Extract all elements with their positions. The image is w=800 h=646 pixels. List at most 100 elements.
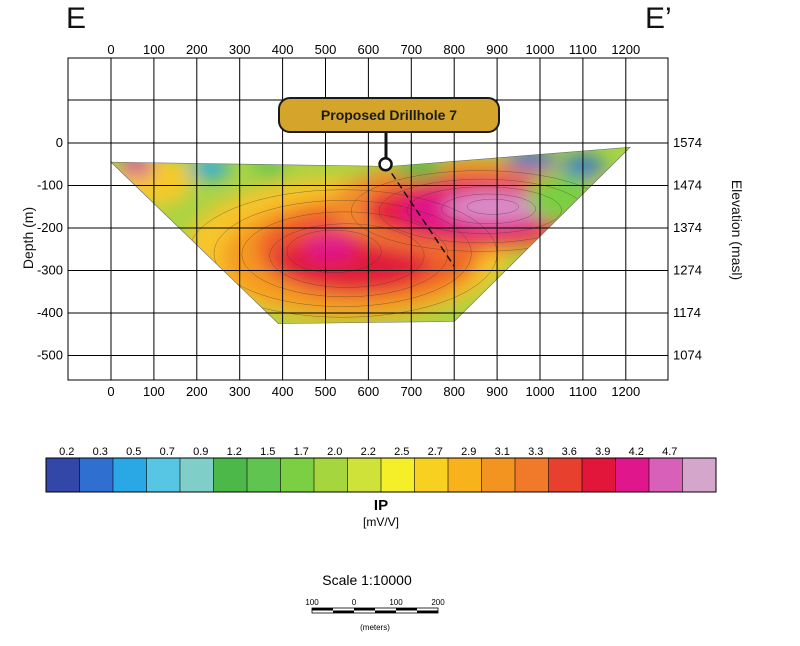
colorbar-swatch bbox=[381, 458, 415, 492]
colorbar-tick-label: 1.5 bbox=[260, 446, 275, 458]
colorbar-tick-label: 2.2 bbox=[361, 446, 376, 458]
x-tick-label-bottom: 900 bbox=[486, 384, 508, 399]
colorbar-tick-label: 3.1 bbox=[495, 446, 510, 458]
x-tick-label-top: 0 bbox=[107, 42, 114, 57]
x-tick-label-top: 100 bbox=[143, 42, 165, 57]
x-tick-label-bottom: 400 bbox=[272, 384, 294, 399]
colorbar-tick-label: 3.3 bbox=[528, 446, 543, 458]
x-tick-label-bottom: 100 bbox=[143, 384, 165, 399]
colorbar-tick-label: 2.9 bbox=[461, 446, 476, 458]
x-tick-label-bottom: 700 bbox=[400, 384, 422, 399]
x-tick-label-top: 600 bbox=[358, 42, 380, 57]
colorbar-swatch bbox=[448, 458, 482, 492]
ip-section-body bbox=[111, 147, 631, 324]
colorbar-tick-label: 0.5 bbox=[126, 446, 141, 458]
section-end-label: E’ bbox=[645, 2, 672, 35]
depth-tick-label: -500 bbox=[37, 348, 63, 363]
scale-tick-label: 100 bbox=[305, 598, 319, 607]
colorbar-tick-label: 4.2 bbox=[629, 446, 644, 458]
depth-axis-label: Depth (m) bbox=[20, 206, 36, 270]
elevation-tick-label: 1374 bbox=[673, 220, 702, 235]
scale-seg bbox=[396, 608, 417, 611]
ip-anomaly-16 bbox=[527, 172, 596, 224]
elevation-tick-label: 1574 bbox=[673, 135, 702, 150]
y-tick-labels: 0 -100 -200 -300 -400 -500 1574 1474 1374 1274 117… bbox=[37, 135, 702, 363]
x-tick-label-bottom: 500 bbox=[315, 384, 337, 399]
contour-7 bbox=[406, 186, 562, 234]
depth-tick-label: -400 bbox=[37, 305, 63, 320]
colorbar-tick-label: 3.6 bbox=[562, 446, 577, 458]
drillhole-collar bbox=[378, 157, 393, 172]
colorbar-tick-labels: 0.2 0.3 0.5 0.7 0.9 1.2 1.5 1.7 2.0 2.2 2.5 2.7 2.9 3… bbox=[59, 446, 677, 458]
x-tick-label-bottom: 0 bbox=[107, 384, 114, 399]
colorbar-tick-label: 2.0 bbox=[327, 446, 342, 458]
colorbar-tick-label: 2.7 bbox=[428, 446, 443, 458]
depth-tick-label: -100 bbox=[37, 178, 63, 193]
colorbar-swatch bbox=[682, 458, 717, 492]
contour-9 bbox=[466, 198, 519, 215]
elevation-tick-label: 1074 bbox=[673, 348, 702, 363]
colorbar-tick-label: 4.7 bbox=[662, 446, 677, 458]
scale-tick-label: 200 bbox=[431, 598, 445, 607]
colorbar-swatch bbox=[113, 458, 147, 492]
scale-seg bbox=[417, 610, 438, 613]
section-start-label: E bbox=[66, 2, 87, 35]
x-tick-label-top: 700 bbox=[400, 42, 422, 57]
colorbar-tick-label: 1.7 bbox=[294, 446, 309, 458]
ip-anomaly-15 bbox=[394, 157, 446, 180]
colorbar-swatch bbox=[314, 458, 348, 492]
x-tick-labels: 0 0 100 100 200 200 300 300 400 400 500 500 600 600 70… bbox=[107, 42, 640, 399]
depth-tick-label: 0 bbox=[56, 135, 63, 150]
colorbar-swatch bbox=[347, 458, 382, 492]
colorbar-swatch bbox=[247, 458, 281, 492]
colorbar-swatch bbox=[481, 458, 516, 492]
x-tick-label-bottom: 1100 bbox=[569, 384, 597, 399]
colorbar-tick-label: 1.2 bbox=[227, 446, 242, 458]
ip-anomaly-fills bbox=[115, 150, 613, 322]
scale-bar bbox=[311, 607, 439, 614]
colorbar-tick-label: 2.5 bbox=[394, 446, 409, 458]
elevation-tick-label: 1174 bbox=[673, 305, 701, 320]
colorbar-swatch bbox=[615, 458, 650, 492]
x-tick-label-top: 900 bbox=[486, 42, 508, 57]
depth-tick-label: -200 bbox=[37, 220, 63, 235]
scale-tick-label: 100 bbox=[389, 598, 403, 607]
colorbar-swatch bbox=[515, 458, 549, 492]
scale-tick-labels: 100 0 100 200 bbox=[305, 598, 445, 607]
scale-tick-label: 0 bbox=[352, 598, 357, 607]
x-tick-label-bottom: 300 bbox=[229, 384, 251, 399]
x-tick-label-bottom: 600 bbox=[358, 384, 380, 399]
colorbar-swatch bbox=[180, 458, 214, 492]
ip-anomaly-12 bbox=[252, 159, 287, 178]
contour-3 bbox=[269, 223, 425, 288]
colorbar-tick-label: 0.2 bbox=[59, 446, 74, 458]
x-tick-label-top: 1100 bbox=[569, 42, 597, 57]
colorbar-tick-label: 0.7 bbox=[160, 446, 175, 458]
x-tick-label-top: 800 bbox=[443, 42, 465, 57]
colorbar-swatch bbox=[582, 458, 616, 492]
scale-seg bbox=[354, 608, 375, 611]
contour-8 bbox=[441, 193, 536, 224]
ip-colorbar bbox=[45, 457, 717, 493]
scale-title: Scale 1:10000 bbox=[322, 572, 412, 588]
ip-anomaly-10 bbox=[119, 155, 154, 177]
colorbar-tick-label: 3.9 bbox=[595, 446, 610, 458]
scale-seg bbox=[375, 610, 396, 613]
section-outline bbox=[110, 146, 631, 324]
colorbar-swatch bbox=[79, 458, 114, 492]
x-tick-label-bottom: 1200 bbox=[611, 384, 640, 399]
colorbar-swatch bbox=[548, 458, 583, 492]
colorbar-swatch bbox=[414, 458, 449, 492]
x-tick-label-bottom: 200 bbox=[186, 384, 208, 399]
depth-tick-label: -300 bbox=[37, 263, 63, 278]
elevation-axis-label: Elevation (masl) bbox=[729, 179, 745, 281]
scale-seg bbox=[333, 610, 354, 613]
drillhole-trace bbox=[384, 163, 455, 267]
contour-1 bbox=[213, 200, 472, 307]
x-tick-label-top: 500 bbox=[315, 42, 337, 57]
x-tick-label-top: 1200 bbox=[611, 42, 640, 57]
x-tick-label-top: 300 bbox=[229, 42, 251, 57]
ip-anomaly-8 bbox=[304, 232, 356, 262]
